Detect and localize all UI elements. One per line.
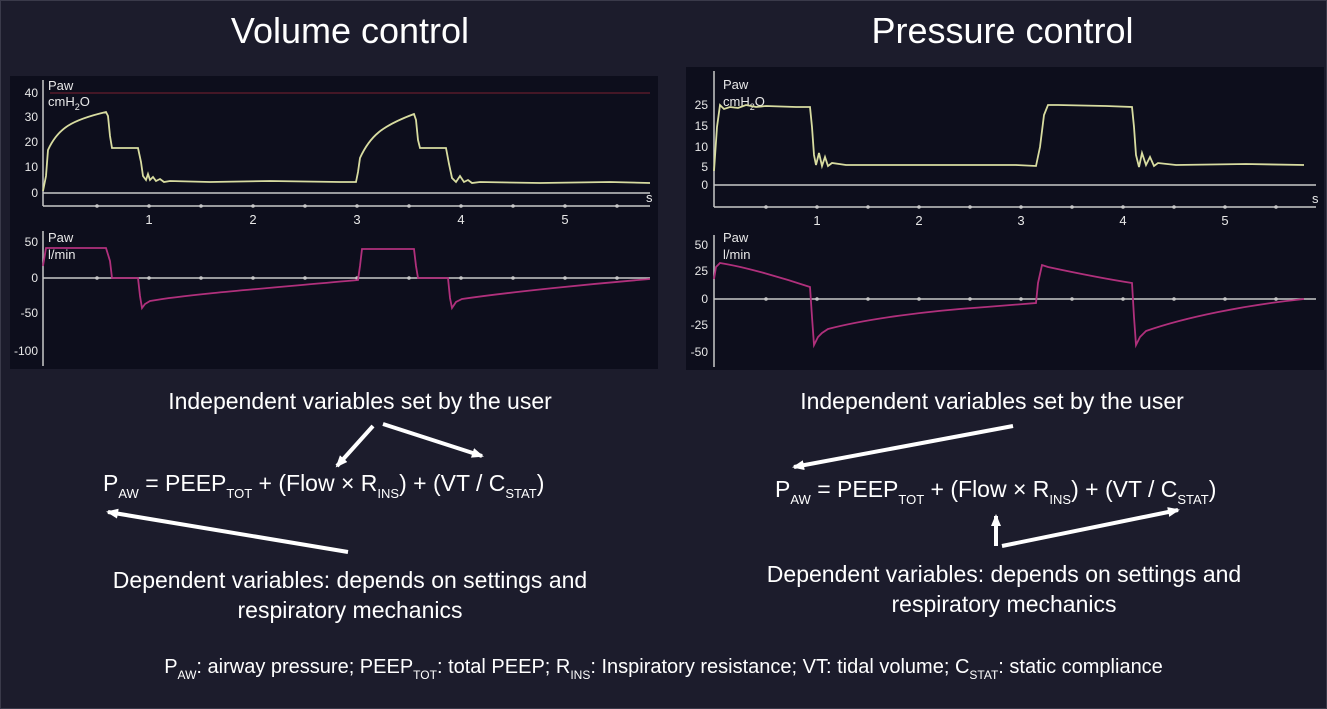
flow-tick-minus-50: -50	[691, 345, 709, 359]
y-tick-25: 25	[695, 98, 709, 112]
flow-tick-marks	[764, 297, 1278, 301]
flow-label: Paw	[48, 230, 74, 245]
y-tick-10: 10	[25, 160, 39, 174]
arrow-to-paw-left	[106, 508, 349, 554]
x-tick-4: 4	[457, 212, 464, 227]
flow-unit: l/min	[48, 247, 75, 262]
y-tick-20: 20	[25, 135, 39, 149]
x-tick-5: 5	[1221, 213, 1228, 228]
time-tick-marks	[95, 204, 619, 208]
flow-trace	[713, 262, 1305, 349]
pressure-trace	[713, 103, 1305, 172]
y-tick-0: 0	[701, 178, 708, 192]
flow-label: Paw	[723, 230, 749, 245]
independent-note-right: Independent variables set by the user	[800, 388, 1184, 414]
arrow-to-flow-left	[335, 424, 375, 468]
flow-tick-0: 0	[31, 271, 38, 285]
time-tick-marks	[764, 205, 1278, 209]
flow-tick-50: 50	[695, 238, 709, 252]
volume-control-waveforms: Paw cmH2O 40 30 20 10 0 1 2 3 4 5 s Paw …	[14, 78, 653, 366]
equation-left: PAW = PEEPTOT + (Flow × RINS) + (VT / CS…	[103, 470, 545, 501]
pressure-control-waveforms: Paw cmH2O 25 15 10 5 0 1 2 3 4 5 s Paw l…	[691, 71, 1319, 367]
pressure-trace	[42, 110, 651, 192]
equation-right: PAW = PEEPTOT + (Flow × RINS) + (VT / CS…	[775, 476, 1217, 507]
y-tick-0: 0	[31, 186, 38, 200]
x-tick-3: 3	[1017, 213, 1024, 228]
arrow-to-vt-left	[382, 422, 484, 458]
x-tick-2: 2	[249, 212, 256, 227]
x-unit: s	[1312, 191, 1319, 206]
x-tick-1: 1	[813, 213, 820, 228]
dependent-note-right: Dependent variables: depends on settings…	[766, 561, 1242, 617]
arrow-to-vt-right	[1001, 507, 1180, 548]
x-tick-3: 3	[353, 212, 360, 227]
x-tick-1: 1	[145, 212, 152, 227]
arrow-to-paw-right	[792, 424, 1014, 471]
volume-control-waveform-panel: Paw cmH2O 40 30 20 10 0 1 2 3 4 5 s Paw …	[10, 76, 658, 369]
pressure-unit: cmH2O	[48, 94, 90, 112]
x-unit: s	[646, 190, 653, 205]
y-tick-10: 10	[695, 140, 709, 154]
pressure-label: Paw	[48, 78, 74, 93]
independent-note-left: Independent variables set by the user	[168, 388, 552, 414]
x-tick-2: 2	[915, 213, 922, 228]
x-tick-5: 5	[561, 212, 568, 227]
flow-tick-marks	[95, 276, 619, 280]
pressure-control-waveform-panel: Paw cmH2O 25 15 10 5 0 1 2 3 4 5 s Paw l…	[686, 67, 1324, 370]
volume-control-title: Volume control	[230, 10, 470, 51]
flow-unit: l/min	[723, 247, 750, 262]
flow-tick-minus-50: -50	[21, 306, 39, 320]
y-tick-5: 5	[701, 160, 708, 174]
x-tick-4: 4	[1119, 213, 1126, 228]
y-tick-40: 40	[25, 86, 39, 100]
pressure-label: Paw	[723, 77, 749, 92]
flow-tick-0: 0	[701, 292, 708, 306]
flow-tick-minus-25: -25	[691, 318, 709, 332]
abbreviation-legend: PAW: airway pressure; PEEPTOT: total PEE…	[164, 656, 1163, 682]
flow-tick-50: 50	[25, 235, 39, 249]
pressure-control-title: Pressure control	[871, 10, 1134, 51]
flow-trace	[42, 247, 651, 311]
y-tick-15: 15	[695, 119, 709, 133]
y-tick-30: 30	[25, 110, 39, 124]
dependent-note-left: Dependent variables: depends on settings…	[112, 567, 588, 623]
flow-tick-minus-100: -100	[14, 344, 38, 358]
flow-tick-25: 25	[695, 264, 709, 278]
